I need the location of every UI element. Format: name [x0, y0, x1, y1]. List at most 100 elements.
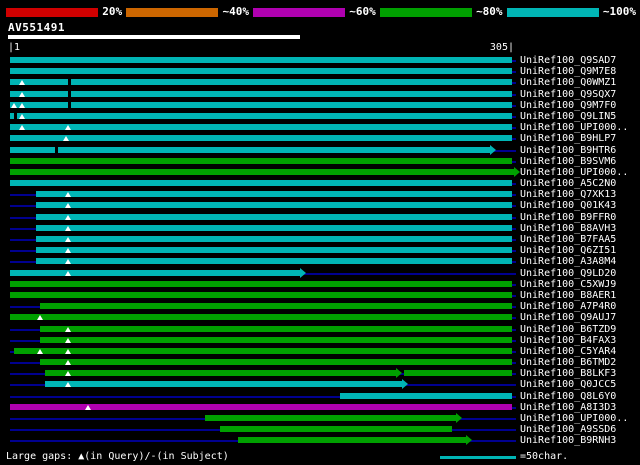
- alignment-row: UniRef100_A7P4R0: [0, 301, 640, 312]
- legend-color-segment: [506, 7, 599, 17]
- legend-label: ~40%: [222, 5, 249, 18]
- alignment-bar[interactable]: [10, 124, 512, 131]
- hit-label[interactable]: UniRef100_B9FFR0: [520, 211, 617, 223]
- query-gap-triangle-icon: [37, 348, 43, 354]
- hit-label[interactable]: UniRef100_Q0WMZ1: [520, 77, 617, 89]
- alignment-bar[interactable]: [205, 415, 456, 421]
- scale-start-label: |1: [8, 42, 21, 53]
- alignment-bar[interactable]: [36, 191, 512, 198]
- hit-label[interactable]: UniRef100_Q6ZI51: [520, 245, 617, 257]
- hit-label[interactable]: UniRef100_B9SVM6: [520, 155, 617, 167]
- alignment-bar[interactable]: [10, 57, 512, 63]
- hit-label[interactable]: UniRef100_Q01K43: [520, 200, 617, 212]
- alignment-bar[interactable]: [10, 180, 512, 187]
- hit-label[interactable]: UniRef100_A8I3D3: [520, 401, 617, 413]
- query-sequence-bar: [8, 35, 300, 39]
- hit-label[interactable]: UniRef100_B8AVH3: [520, 222, 617, 234]
- alignment-row: UniRef100_A8I3D3: [0, 402, 640, 413]
- alignment-bar[interactable]: [10, 79, 512, 86]
- alignment-bar[interactable]: [10, 146, 490, 153]
- alignment-bar[interactable]: [404, 370, 512, 377]
- query-gap-triangle-icon: [63, 136, 69, 142]
- hit-label[interactable]: UniRef100_Q9SAD7: [520, 55, 617, 66]
- alignment-bar[interactable]: [10, 403, 512, 410]
- alignment-bar[interactable]: [14, 347, 512, 354]
- hit-label[interactable]: UniRef100_B9RNH3: [520, 435, 617, 447]
- alignment-bar[interactable]: [45, 370, 396, 377]
- alignment-row: UniRef100_Q6ZI51: [0, 245, 640, 256]
- hit-label[interactable]: UniRef100_UPI000..: [520, 122, 629, 134]
- alignment-arrowhead-icon: [514, 166, 520, 177]
- hit-label[interactable]: UniRef100_A7P4R0: [520, 301, 617, 313]
- hit-label[interactable]: UniRef100_B8AER1: [520, 289, 617, 301]
- alignment-bar[interactable]: [36, 236, 512, 242]
- alignment-bar[interactable]: [45, 381, 402, 388]
- query-gap-triangle-icon: [65, 237, 71, 242]
- alignment-bar[interactable]: [10, 291, 512, 298]
- alignment-bar[interactable]: [238, 437, 466, 444]
- alignment-bar[interactable]: [10, 157, 512, 164]
- hit-label[interactable]: UniRef100_B4FAX3: [520, 334, 617, 346]
- query-gap-triangle-icon: [65, 125, 71, 131]
- alignment-bar[interactable]: [40, 336, 512, 343]
- query-gap-triangle-icon: [65, 382, 71, 388]
- alignment-row: UniRef100_A5C2N0: [0, 178, 640, 189]
- alignment-row: UniRef100_UPI000..: [0, 413, 640, 424]
- hit-label[interactable]: UniRef100_C5YAR4: [520, 345, 617, 357]
- alignment-bar[interactable]: [40, 303, 512, 310]
- hit-label[interactable]: UniRef100_Q9LIN5: [520, 110, 617, 122]
- query-gap-triangle-icon: [37, 315, 43, 321]
- alignment-bar[interactable]: [10, 269, 300, 276]
- hit-label[interactable]: UniRef100_B9HTR6: [520, 144, 617, 156]
- hit-label[interactable]: UniRef100_Q8L6Y0: [520, 390, 617, 402]
- alignment-row: UniRef100_B9HLP7: [0, 133, 640, 144]
- query-gap-triangle-icon: [65, 203, 71, 209]
- hit-label[interactable]: UniRef100_B6TZD9: [520, 323, 617, 335]
- alignment-row: UniRef100_B7FAA5: [0, 234, 640, 245]
- alignment-bar[interactable]: [36, 213, 512, 220]
- alignment-bar[interactable]: [10, 90, 512, 97]
- alignment-bar[interactable]: [10, 101, 512, 108]
- hit-label[interactable]: UniRef100_Q9M7E8: [520, 66, 617, 78]
- hit-label[interactable]: UniRef100_B9HLP7: [520, 133, 617, 145]
- hit-label[interactable]: UniRef100_Q9SQX7: [520, 88, 617, 100]
- alignment-row: UniRef100_UPI000..: [0, 122, 640, 133]
- hit-label[interactable]: UniRef100_B8LKF3: [520, 368, 617, 380]
- alignment-arrowhead-icon: [396, 368, 402, 379]
- alignment-row: UniRef100_B9HTR6: [0, 144, 640, 156]
- hit-label[interactable]: UniRef100_A3A8M4: [520, 256, 617, 268]
- alignment-bar[interactable]: [10, 168, 514, 175]
- hit-label[interactable]: UniRef100_C5XWJ9: [520, 278, 617, 290]
- alignment-row: UniRef100_B9SVM6: [0, 156, 640, 167]
- scalebar-line: [440, 456, 516, 459]
- hit-label[interactable]: UniRef100_A5C2N0: [520, 178, 617, 190]
- query-gap-triangle-icon: [65, 259, 71, 265]
- hit-label[interactable]: UniRef100_A9SSD6: [520, 424, 617, 436]
- alignment-bar[interactable]: [36, 258, 512, 265]
- alignment-bar[interactable]: [40, 359, 512, 366]
- hit-label[interactable]: UniRef100_Q9AUJ7: [520, 312, 617, 324]
- hit-label[interactable]: UniRef100_B6TMD2: [520, 357, 617, 369]
- alignment-bar[interactable]: [36, 247, 512, 254]
- alignment-bar[interactable]: [36, 202, 512, 209]
- alignment-bar[interactable]: [10, 112, 512, 119]
- alignment-bar[interactable]: [10, 135, 512, 142]
- alignment-bar[interactable]: [40, 325, 512, 332]
- alignment-bar[interactable]: [36, 224, 512, 231]
- alignment-bar[interactable]: [10, 314, 512, 321]
- hit-label[interactable]: UniRef100_Q9M7F0: [520, 99, 617, 111]
- alignment-bar[interactable]: [220, 426, 452, 433]
- hit-label[interactable]: UniRef100_B7FAA5: [520, 234, 617, 245]
- alignment-row: UniRef100_B9FFR0: [0, 212, 640, 223]
- hit-label[interactable]: UniRef100_UPI000..: [520, 413, 629, 424]
- hit-label[interactable]: UniRef100_Q0JCC5: [520, 379, 617, 391]
- hit-label[interactable]: UniRef100_Q7XK13: [520, 189, 617, 201]
- alignment-bar[interactable]: [10, 280, 512, 287]
- legend-label: ~100%: [602, 5, 636, 18]
- alignment-bar[interactable]: [10, 68, 512, 75]
- query-title: AV551491: [8, 21, 65, 34]
- alignment-row: UniRef100_B6TZD9: [0, 324, 640, 335]
- hit-label[interactable]: UniRef100_UPI000..: [520, 166, 629, 178]
- alignment-bar[interactable]: [340, 392, 512, 399]
- hit-label[interactable]: UniRef100_Q9LD20: [520, 267, 617, 279]
